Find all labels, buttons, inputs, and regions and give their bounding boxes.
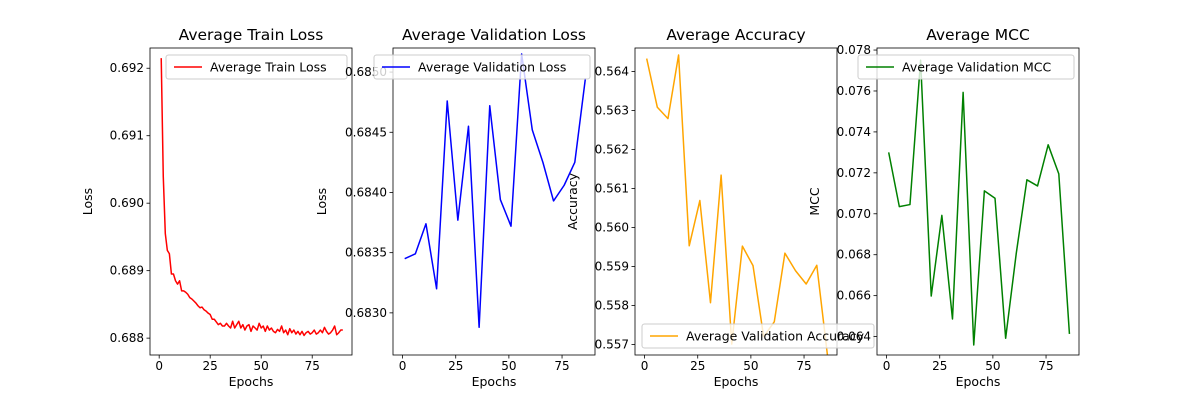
y-axis-label: Accuracy: [565, 172, 580, 230]
chart-title: Average Train Loss: [179, 26, 324, 44]
chart-title: Average MCC: [926, 26, 1030, 44]
legend: Average Validation Loss: [373, 54, 591, 80]
legend-label: Average Train Loss: [210, 60, 327, 75]
x-tick-label: 0: [399, 359, 407, 373]
chart-panel-2: 0 25 50 750.68300.68350.68400.68450.6850Ave…: [314, 26, 596, 389]
axes-frame: [634, 47, 838, 356]
legend: Average Validation MCC: [857, 54, 1075, 80]
axes-frame: [876, 47, 1080, 356]
y-tick-label: 0.558: [595, 298, 629, 312]
chart-panel-4: 0 25 50 75 0.064 0.066 0.068 0.070 0.072 0.074 0.0…: [807, 26, 1080, 389]
y-tick-label: 0.064: [837, 330, 871, 344]
x-tick-label: 75: [796, 359, 811, 373]
legend-label: Average Validation Accuracy: [686, 329, 865, 344]
y-tick-label: 0.691: [110, 129, 144, 143]
x-tick-label: 75: [554, 359, 569, 373]
y-tick-label: 0.6830: [345, 306, 387, 320]
x-tick-label: 75: [1038, 359, 1053, 373]
legend-box: [165, 54, 348, 80]
x-tick-label: 25: [203, 359, 218, 373]
x-tick-label: 50: [985, 359, 1000, 373]
axes-frame: [149, 47, 353, 356]
legend-label: Average Validation Loss: [418, 60, 566, 75]
x-tick-label: 50: [743, 359, 758, 373]
legend: Average Validation Accuracy: [641, 323, 875, 349]
y-tick-label: 0.564: [595, 64, 629, 78]
x-axis-label: Epochs: [714, 374, 759, 389]
legend-box: [857, 54, 1075, 80]
chart-panel-1: 0 25 50 75 0.688 0.689 0.690 0.691 0.692 Average …: [80, 26, 353, 389]
x-tick-label: 25: [448, 359, 463, 373]
series-line-1: [887, 59, 1071, 346]
y-axis-label: Loss: [314, 188, 329, 215]
y-axis-label: Loss: [80, 188, 95, 215]
x-tick-label: 0: [155, 359, 163, 373]
x-tick-label: 50: [254, 359, 269, 373]
y-tick-label: 0.689: [110, 264, 144, 278]
y-tick-label: 0.074: [837, 125, 871, 139]
chart-panel-3: 0 25 50 75 0.557 0.558 0.559 0.560 0.561 0.562 0.5…: [565, 26, 875, 389]
y-tick-label: 0.078: [837, 43, 871, 57]
legend: Average Train Loss: [165, 54, 348, 80]
x-axis-label: Epochs: [472, 374, 517, 389]
x-tick-label: 0: [883, 359, 891, 373]
y-tick-label: 0.068: [837, 248, 871, 262]
legend-label: Average Validation MCC: [902, 60, 1052, 75]
y-tick-label: 0.688: [110, 331, 144, 345]
x-tick-label: 0: [641, 359, 649, 373]
y-tick-label: 0.692: [110, 61, 144, 75]
y-tick-label: 0.557: [595, 337, 629, 351]
chart-title: Average Accuracy: [666, 26, 805, 44]
x-tick-label: 50: [501, 359, 516, 373]
axes-frame: [392, 47, 596, 356]
series-line-1: [645, 54, 829, 355]
x-tick-label: 25: [932, 359, 947, 373]
legend-box: [641, 323, 875, 349]
y-tick-label: 0.563: [595, 103, 629, 117]
chart-title: Average Validation Loss: [402, 26, 586, 44]
y-tick-label: 0.6845: [345, 125, 387, 139]
series-line-1: [404, 53, 587, 329]
y-tick-label: 0.070: [837, 207, 871, 221]
x-tick-label: 25: [690, 359, 705, 373]
y-tick-label: 0.066: [837, 289, 871, 303]
y-tick-label: 0.6835: [345, 246, 387, 260]
y-tick-label: 0.6840: [345, 185, 387, 199]
x-tick-label: 75: [305, 359, 320, 373]
y-tick-label: 0.076: [837, 84, 871, 98]
x-axis-label: Epochs: [956, 374, 1001, 389]
x-axis-label: Epochs: [229, 374, 274, 389]
y-tick-label: 0.560: [595, 220, 629, 234]
y-tick-label: 0.562: [595, 142, 629, 156]
legend-box: [373, 54, 591, 80]
y-tick-label: 0.559: [595, 259, 629, 273]
y-tick-label: 0.561: [595, 181, 629, 195]
y-axis-label: MCC: [807, 187, 822, 216]
y-tick-label: 0.072: [837, 166, 871, 180]
series-line-1: [160, 58, 343, 337]
y-tick-label: 0.690: [110, 196, 144, 210]
